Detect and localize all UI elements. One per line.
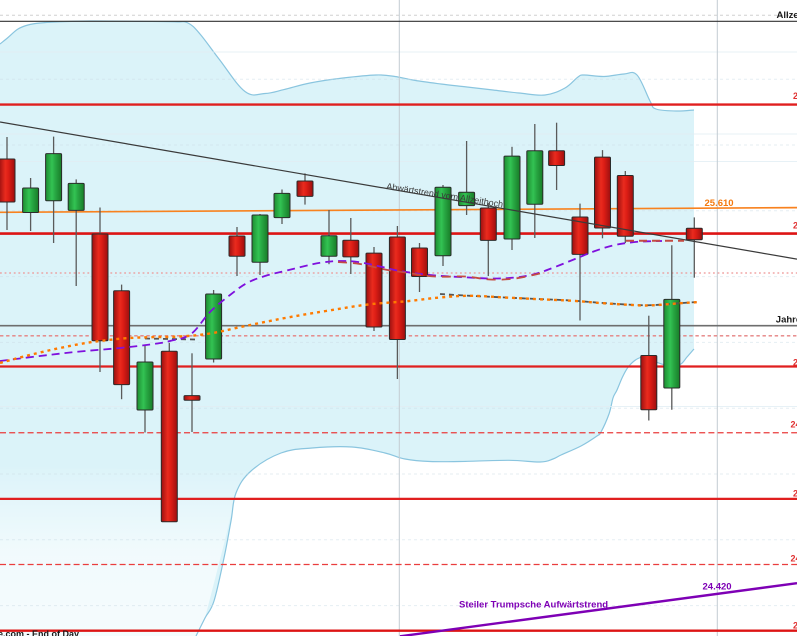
svg-text:25.0: 25.0: [793, 91, 797, 101]
svg-text:24.7: 24.7: [791, 419, 797, 429]
svg-text:Jahreshoch: Jahreshoch: [776, 315, 797, 326]
svg-text:Steiler Trumpsche Aufwärtstren: Steiler Trumpsche Aufwärtstrend: [459, 600, 608, 611]
svg-text:25.0: 25.0: [793, 489, 797, 499]
svg-text:25.610: 25.610: [705, 198, 734, 209]
svg-text:24.7: 24.7: [791, 553, 797, 563]
svg-text:25.0: 25.0: [793, 221, 797, 231]
svg-text:e.com - End of Day: e.com - End of Day: [0, 629, 79, 636]
svg-text:Allzeithoch: Allzeithoch: [777, 10, 797, 21]
svg-text:25.0: 25.0: [793, 358, 797, 368]
svg-text:24.420: 24.420: [703, 582, 732, 593]
svg-text:25.0: 25.0: [793, 621, 797, 631]
